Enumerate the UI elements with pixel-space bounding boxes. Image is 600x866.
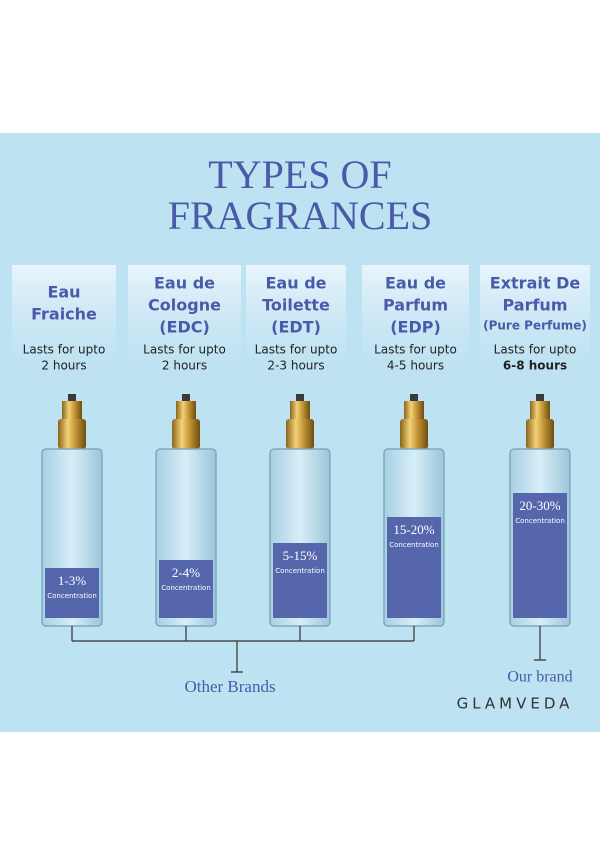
column-title: (EDC) xyxy=(159,318,210,337)
collar xyxy=(62,401,82,419)
duration: 2 hours xyxy=(162,359,207,373)
duration: 4-5 hours xyxy=(387,359,444,373)
concentration-range: 15-20% xyxy=(393,522,434,537)
column-title: Eau xyxy=(47,283,80,302)
sprayer xyxy=(536,394,544,402)
liquid xyxy=(513,493,567,618)
column-box xyxy=(12,265,116,390)
collar xyxy=(404,401,424,419)
sprayer xyxy=(68,394,76,402)
column-title: (EDP) xyxy=(390,318,441,337)
cap xyxy=(400,419,428,449)
concentration-range: 2-4% xyxy=(172,565,200,580)
liquid xyxy=(273,543,327,618)
concentration-label: Concentration xyxy=(275,567,325,575)
column-title: Toilette xyxy=(262,296,330,315)
column-box xyxy=(362,265,469,390)
liquid xyxy=(159,560,213,618)
concentration-label: Concentration xyxy=(515,517,565,525)
cap xyxy=(526,419,554,449)
column-title: Extrait De xyxy=(490,274,581,293)
column-box xyxy=(480,265,590,390)
column-title: Parfum xyxy=(502,296,567,315)
concentration-label: Concentration xyxy=(161,584,211,592)
duration: 6-8 hours xyxy=(503,359,567,373)
title-line: FRAGRANCES xyxy=(168,193,433,238)
column-title: (EDT) xyxy=(271,318,321,337)
column-subtitle: (Pure Perfume) xyxy=(483,319,587,333)
cap xyxy=(58,419,86,449)
lasts-label: Lasts for upto xyxy=(255,343,338,357)
cap xyxy=(286,419,314,449)
column-title: Cologne xyxy=(148,296,221,315)
collar xyxy=(290,401,310,419)
title-line: TYPES OF xyxy=(208,152,391,197)
column-title: Parfum xyxy=(383,296,448,315)
column-title: Eau de xyxy=(154,274,215,293)
concentration-label: Concentration xyxy=(389,541,439,549)
lasts-label: Lasts for upto xyxy=(23,343,106,357)
liquid xyxy=(387,517,441,618)
column-box xyxy=(246,265,346,390)
column-title: Eau de xyxy=(266,274,327,293)
duration: 2 hours xyxy=(41,359,86,373)
our-brand: Our brand xyxy=(507,669,572,686)
concentration-range: 20-30% xyxy=(519,498,560,513)
concentration-label: Concentration xyxy=(47,592,97,600)
collar xyxy=(176,401,196,419)
column-box xyxy=(128,265,241,390)
other-brands: Other Brands xyxy=(184,677,275,696)
lasts-label: Lasts for upto xyxy=(494,343,577,357)
sprayer xyxy=(296,394,304,402)
lasts-label: Lasts for upto xyxy=(143,343,226,357)
brand-name: GLAMVEDA xyxy=(457,695,574,713)
sprayer xyxy=(410,394,418,402)
lasts-label: Lasts for upto xyxy=(374,343,457,357)
column-title: Fraiche xyxy=(31,305,97,324)
duration: 2-3 hours xyxy=(267,359,324,373)
sprayer xyxy=(182,394,190,402)
liquid xyxy=(45,568,99,618)
collar xyxy=(530,401,550,419)
concentration-range: 5-15% xyxy=(283,548,318,563)
column-title: Eau de xyxy=(385,274,446,293)
concentration-range: 1-3% xyxy=(58,573,86,588)
cap xyxy=(172,419,200,449)
bracket xyxy=(71,626,546,673)
